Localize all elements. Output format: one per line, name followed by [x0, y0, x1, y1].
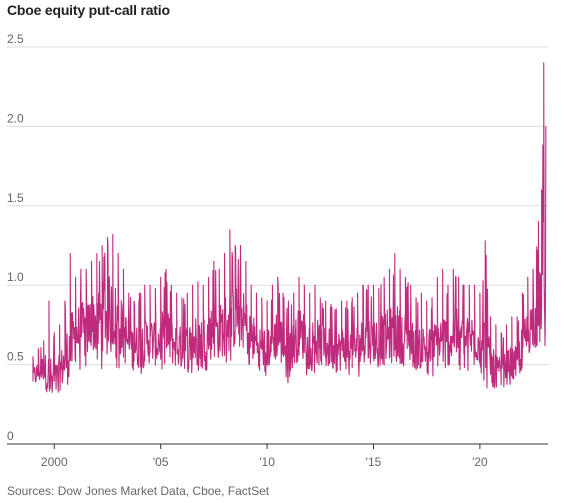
y-tick-label-4: 2.0: [7, 111, 24, 125]
y-tick-label-3: 1.5: [7, 191, 24, 205]
x-tick-label-0: 2000: [41, 455, 68, 469]
series-line-0: [32, 62, 547, 393]
x-tick-label-1: '05: [153, 455, 169, 469]
y-tick-label-5: 2.5: [7, 32, 24, 46]
series-layer: [32, 62, 547, 393]
x-tick-label-2: '10: [259, 455, 275, 469]
x-tick-label-4: '20: [472, 455, 488, 469]
y-axis: 0 0.5 1.0 1.5 2.0 2.5: [7, 32, 24, 443]
x-axis: 2000 '05 '10 '15 '20: [41, 444, 488, 469]
y-tick-label-0: 0: [7, 429, 14, 443]
source-note: Sources: Dow Jones Market Data, Cboe, Fa…: [7, 484, 270, 498]
y-tick-label-1: 0.5: [7, 350, 24, 364]
line-chart: 0 0.5 1.0 1.5 2.0 2.5 2000 '05 '10 '15 '20: [7, 32, 548, 469]
x-tick-label-3: '15: [366, 455, 382, 469]
grid-lines: [7, 46, 548, 445]
y-tick-label-2: 1.0: [7, 270, 24, 284]
chart-title: Cboe equity put-call ratio: [7, 2, 170, 18]
